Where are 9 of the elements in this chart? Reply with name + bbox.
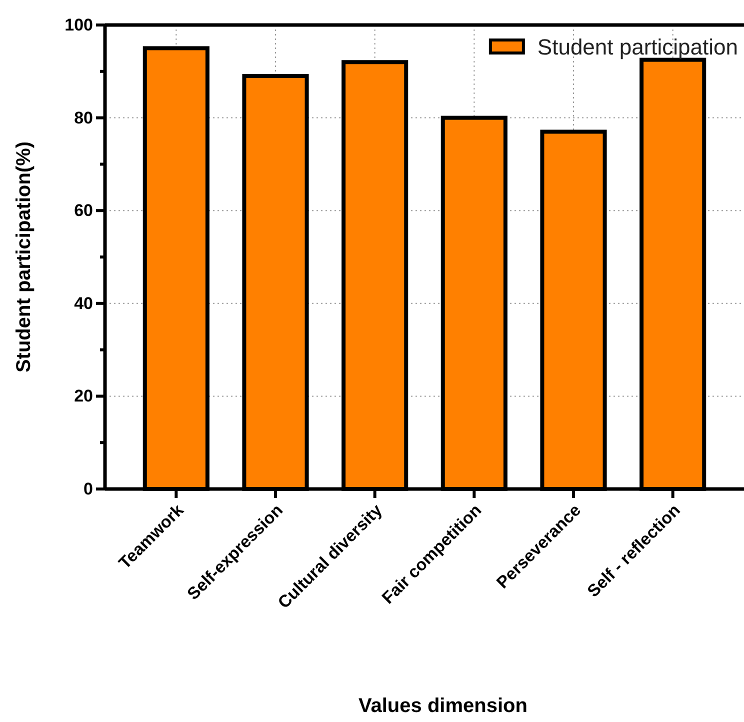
x-axis-title: Values dimension: [358, 695, 528, 717]
y-tick-label: 40: [74, 294, 93, 313]
legend-label: Student participation: [537, 34, 738, 60]
y-tick-label: 0: [84, 479, 93, 498]
y-tick-label: 60: [74, 201, 93, 220]
y-tick-label: 100: [64, 15, 93, 34]
y-tick-label: 80: [74, 108, 93, 128]
y-tick-label: 20: [74, 386, 93, 406]
y-axis-title: Student participation(%): [13, 141, 35, 373]
